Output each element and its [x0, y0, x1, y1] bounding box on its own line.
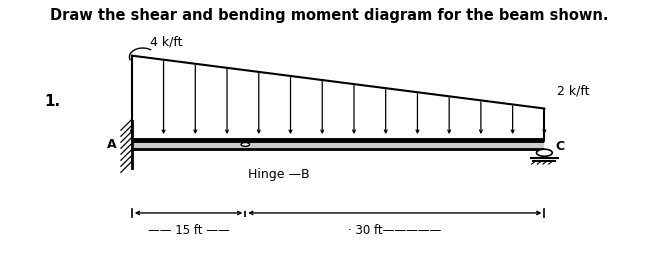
Text: 4 k/ft: 4 k/ft [150, 36, 182, 49]
Text: 1.: 1. [44, 94, 60, 109]
Bar [132, 140, 544, 149]
Text: —— 15 ft ——: —— 15 ft —— [147, 224, 230, 237]
Text: Draw the shear and bending moment diagram for the beam shown.: Draw the shear and bending moment diagra… [50, 8, 608, 23]
Circle shape [536, 149, 552, 156]
Text: A: A [107, 138, 116, 151]
Circle shape [241, 142, 249, 146]
Text: C: C [555, 140, 565, 153]
Text: 2 k/ft: 2 k/ft [557, 85, 589, 98]
Text: · 30 ft—————: · 30 ft————— [348, 224, 442, 237]
Text: Hinge —B: Hinge —B [248, 168, 310, 181]
